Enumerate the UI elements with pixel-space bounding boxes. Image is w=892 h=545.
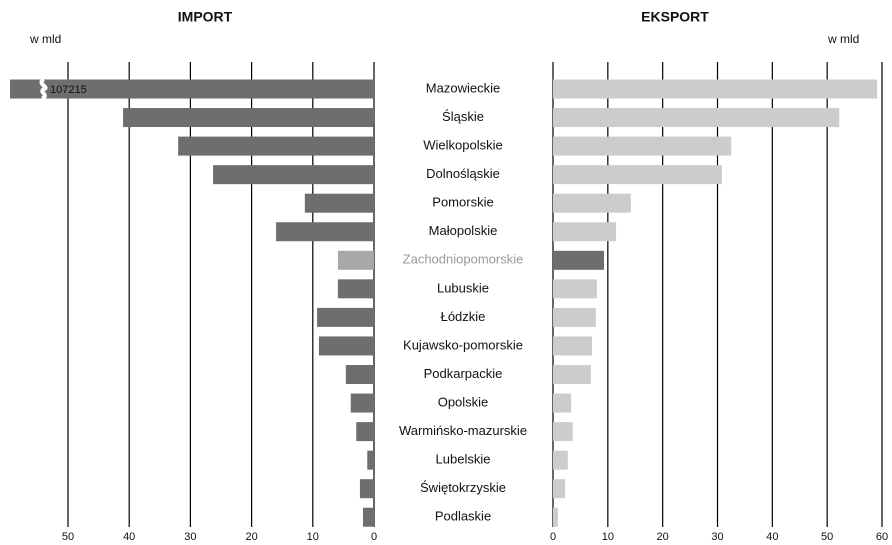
bar — [317, 307, 374, 327]
bar — [553, 193, 631, 213]
x-tick-label: 60 — [876, 531, 888, 543]
axis-label: w mld — [29, 32, 61, 46]
bar — [213, 165, 374, 185]
x-tick-label: 0 — [550, 531, 556, 543]
category-label: Lubelskie — [436, 452, 491, 467]
bar — [350, 393, 374, 413]
category-label: Zachodniopomorskie — [403, 252, 524, 267]
category-label: Opolskie — [438, 394, 489, 409]
axis-label: w mld — [827, 32, 859, 46]
bar — [345, 365, 374, 384]
bar — [337, 250, 374, 270]
bar — [276, 222, 374, 242]
bar — [318, 336, 374, 356]
category-label: Pomorskie — [432, 195, 493, 210]
series-title: EKSPORT — [641, 9, 709, 25]
category-label: Śląskie — [442, 109, 484, 124]
x-tick-label: 20 — [245, 531, 257, 543]
bar — [553, 250, 604, 270]
bar — [337, 279, 374, 299]
bar — [553, 450, 568, 470]
bar — [553, 136, 732, 156]
category-label: Wielkopolskie — [423, 138, 502, 153]
bar — [553, 393, 572, 413]
category-label: Lubuskie — [437, 280, 489, 295]
x-tick-label: 10 — [307, 531, 319, 543]
category-label: Podkarpackie — [424, 366, 503, 381]
x-tick-label: 0 — [371, 531, 377, 543]
bar — [123, 108, 374, 128]
category-label: Podlaskie — [435, 509, 491, 524]
x-tick-label: 30 — [711, 531, 723, 543]
bar — [553, 165, 722, 185]
bar — [553, 222, 617, 242]
x-tick-label: 10 — [602, 531, 614, 543]
category-label: Kujawsko-pomorskie — [403, 337, 523, 352]
category-label: Świętokrzyskie — [420, 480, 506, 495]
bar — [553, 79, 878, 99]
bar — [359, 479, 374, 499]
bar — [304, 193, 374, 213]
bar — [553, 336, 592, 356]
bar — [553, 422, 573, 442]
category-label: Mazowieckie — [426, 80, 500, 95]
bar — [178, 136, 374, 156]
bar — [553, 365, 591, 384]
x-tick-label: 40 — [766, 531, 778, 543]
bar — [553, 307, 596, 327]
bar — [553, 279, 597, 299]
category-label: Łódzkie — [441, 309, 486, 324]
x-tick-label: 40 — [123, 531, 135, 543]
x-tick-label: 50 — [62, 531, 74, 543]
series-title: IMPORT — [178, 9, 233, 25]
bar — [553, 507, 558, 527]
axis-break — [39, 77, 48, 101]
value-label: 107215 — [50, 84, 87, 96]
x-tick-label: 50 — [821, 531, 833, 543]
bar — [362, 507, 374, 527]
bar — [10, 79, 374, 99]
bar — [553, 479, 566, 499]
category-label: Dolnośląskie — [426, 166, 500, 181]
x-tick-label: 20 — [657, 531, 669, 543]
bar — [356, 422, 374, 442]
x-tick-label: 30 — [184, 531, 196, 543]
bar — [553, 108, 840, 128]
category-label: Warmińsko-mazurskie — [399, 423, 527, 438]
category-label: Małopolskie — [429, 223, 498, 238]
bar — [367, 450, 374, 470]
